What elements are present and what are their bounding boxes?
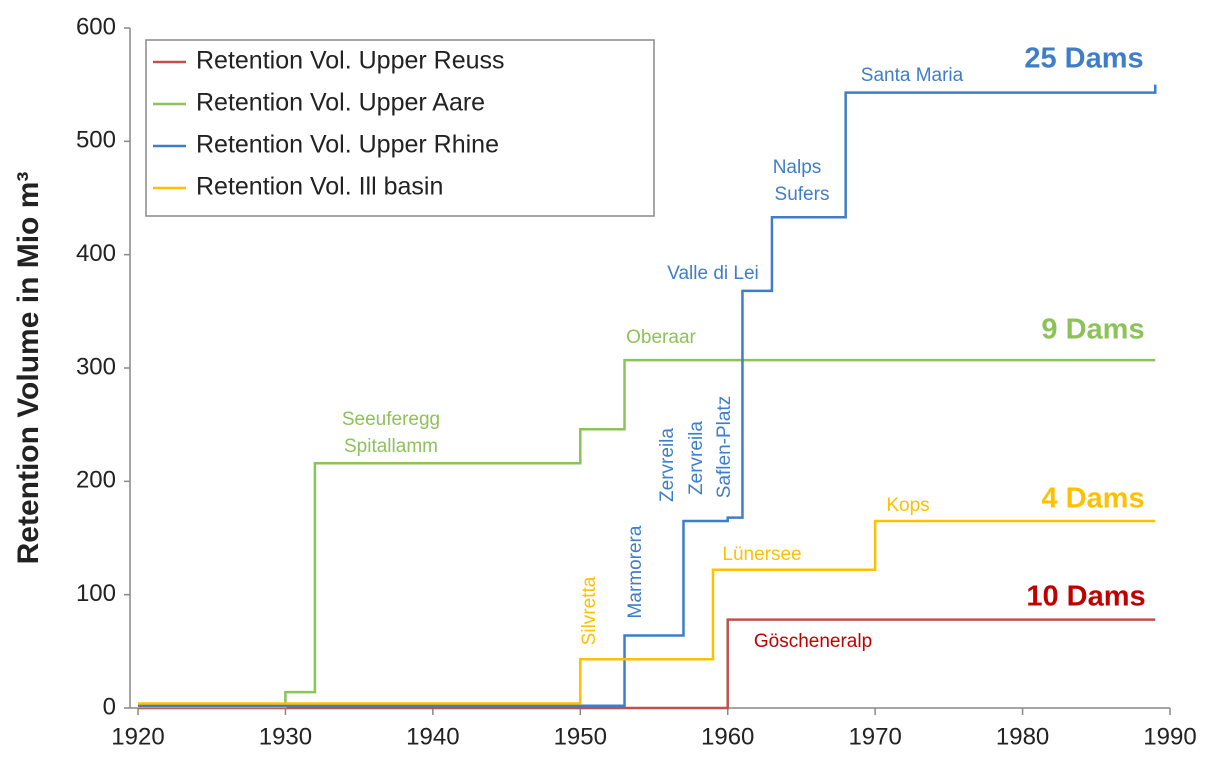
legend-box [145, 39, 655, 217]
y-tick-label: 300 [76, 353, 116, 380]
y-axis-label: Retention Volume in Mio m³ [12, 172, 45, 565]
annotation: Göscheneralp [754, 631, 872, 652]
y-tick-label: 500 [76, 127, 116, 154]
x-tick-label: 1980 [996, 723, 1049, 750]
annotation: 25 Dams [1024, 43, 1143, 75]
y-tick-label: 400 [76, 240, 116, 267]
legend-label: Retention Vol. Ill basin [196, 173, 443, 201]
y-tick-label: 200 [76, 467, 116, 494]
y-tick-label: 0 [103, 693, 116, 720]
legend-label: Retention Vol. Upper Aare [196, 89, 485, 117]
annotation: Oberaar [626, 327, 696, 348]
annotation: Silvretta [579, 576, 600, 645]
annotation: Lünersee [722, 544, 801, 565]
annotation: Santa Maria [861, 65, 964, 86]
step-line [138, 358, 1156, 709]
annotation: Kops [886, 495, 929, 516]
x-tick-label: 1990 [1143, 723, 1196, 750]
legend-label: Retention Vol. Upper Rhine [196, 131, 499, 159]
x-tick-label: 1940 [406, 723, 459, 750]
annotation: Nalps [773, 157, 822, 178]
step-line [138, 618, 1156, 710]
annotation: Saflen-Platz [714, 396, 735, 498]
annotation: 9 Dams [1041, 314, 1144, 346]
y-tick-label: 600 [76, 13, 116, 40]
annotation: Marmorera [625, 525, 646, 618]
x-tick-label: 1950 [554, 723, 607, 750]
step-line [138, 84, 1157, 707]
annotation: 10 Dams [1026, 581, 1145, 613]
annotation: 4 Dams [1041, 483, 1144, 515]
annotation: Zervreila [657, 428, 678, 502]
x-tick-label: 1960 [701, 723, 754, 750]
annotation: Valle di Lei [667, 263, 759, 284]
x-tick-label: 1920 [111, 723, 164, 750]
annotation: Seeuferegg [342, 409, 440, 430]
legend-label: Retention Vol. Upper Reuss [196, 47, 505, 75]
annotation: Zervreila [686, 421, 707, 495]
step-line [138, 519, 1156, 705]
x-tick-label: 1970 [848, 723, 901, 750]
x-tick-label: 1930 [259, 723, 312, 750]
y-tick-label: 100 [76, 580, 116, 607]
annotation: Sufers [775, 184, 830, 205]
annotation: Spitallamm [344, 436, 438, 457]
